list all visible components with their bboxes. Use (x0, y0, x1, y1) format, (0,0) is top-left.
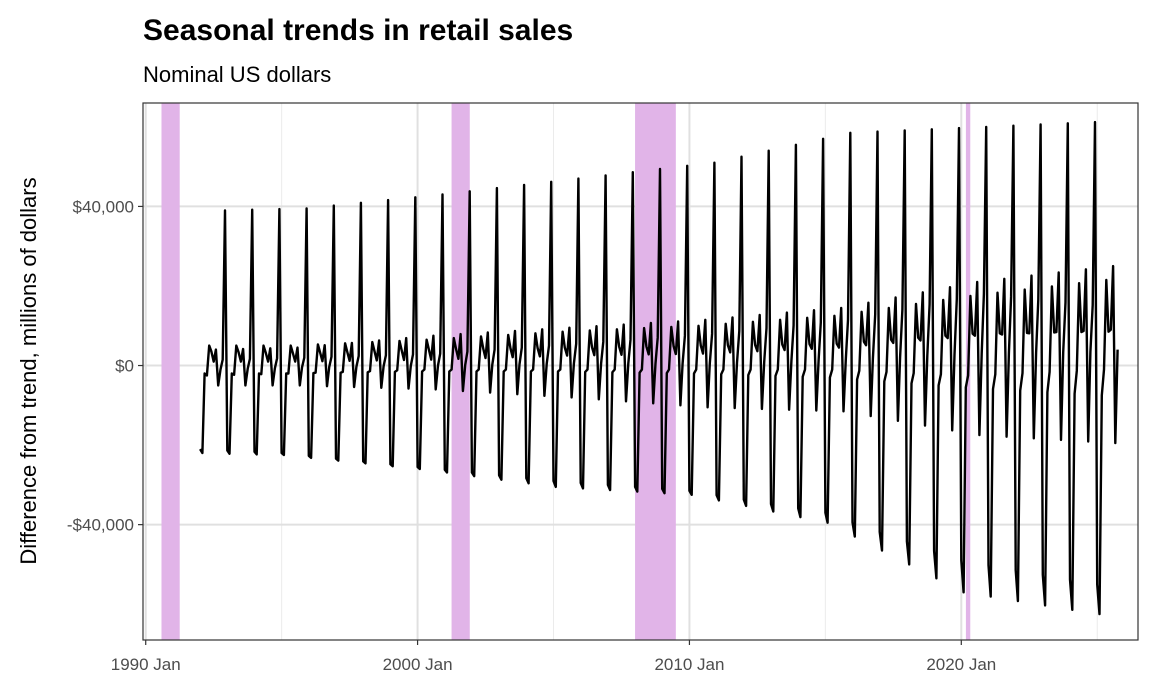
x-axis: 1990 Jan 2000 Jan 2010 Jan 2020 Jan (111, 640, 996, 674)
y-axis: $40,000 $0 -$40,000 (67, 197, 143, 535)
x-tick-label: 2010 Jan (654, 655, 724, 674)
recession-band-1 (161, 103, 180, 640)
series-line-seasonal (199, 120, 1119, 616)
y-tick-label: $40,000 (73, 197, 134, 216)
recession-band-2 (451, 103, 470, 640)
plot-border (142, 102, 1139, 641)
chart-subtitle: Nominal US dollars (143, 62, 331, 87)
series-layer (199, 120, 1119, 616)
y-tick-label: -$40,000 (67, 516, 134, 535)
x-tick-label: 2020 Jan (926, 655, 996, 674)
y-axis-title: Difference from trend, millions of dolla… (16, 177, 41, 564)
y-tick-label: $0 (115, 357, 134, 376)
x-tick-label: 1990 Jan (111, 655, 181, 674)
x-tick-label: 2000 Jan (383, 655, 453, 674)
chart-title: Seasonal trends in retail sales (143, 14, 573, 47)
